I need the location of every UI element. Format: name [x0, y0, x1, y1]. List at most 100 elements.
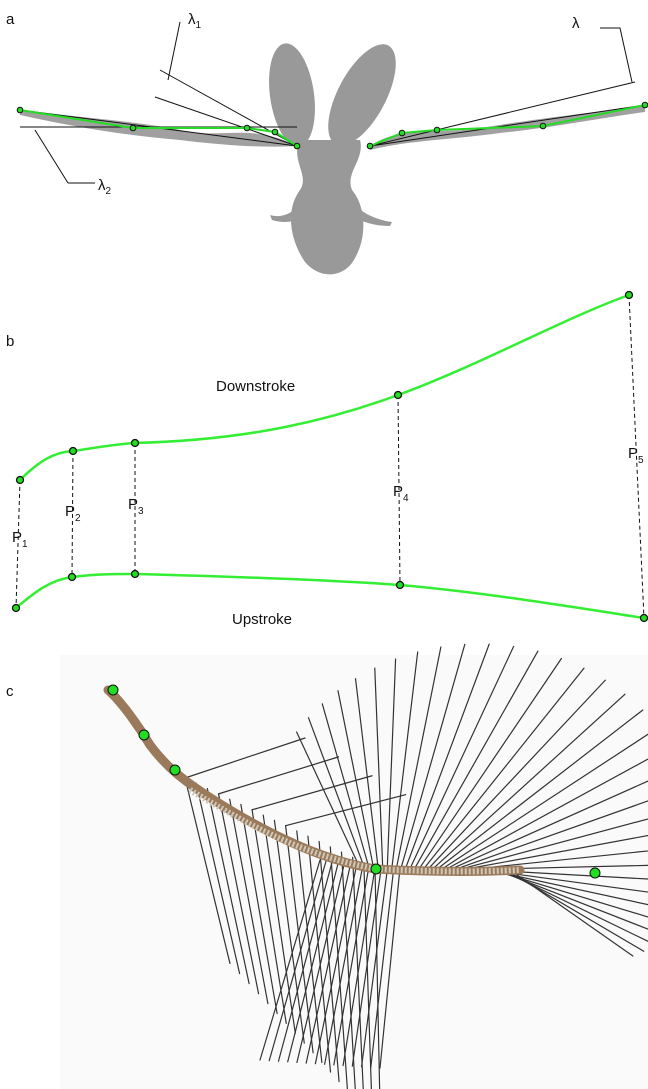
symbol: λ — [98, 177, 106, 194]
marker — [243, 124, 251, 132]
barb — [418, 657, 563, 870]
barb — [413, 650, 539, 870]
barb — [296, 731, 361, 869]
marker — [15, 475, 25, 485]
barb — [351, 865, 383, 1067]
marker — [129, 124, 137, 132]
barb — [370, 866, 395, 1068]
subscript: 3 — [138, 506, 144, 517]
marker — [624, 290, 634, 300]
panel-label: a — [6, 11, 15, 28]
callout — [167, 21, 181, 81]
barb — [314, 863, 358, 1065]
annotation: λ1 — [188, 11, 202, 31]
barb — [206, 787, 250, 985]
annotation: λ2 — [98, 177, 112, 197]
connector — [15, 479, 21, 609]
callout — [34, 129, 69, 184]
photo-background — [60, 655, 648, 1089]
barb — [354, 678, 379, 869]
barb — [184, 737, 306, 779]
barb — [217, 793, 260, 995]
chord — [154, 96, 298, 147]
marker — [370, 863, 382, 875]
barb — [509, 869, 634, 957]
downstroke-curve — [19, 293, 630, 481]
subscript: 5 — [638, 455, 644, 466]
barb — [287, 861, 340, 1063]
barb — [342, 864, 376, 1067]
point-label: P3 — [128, 496, 144, 517]
barb — [195, 782, 241, 975]
leg — [270, 205, 305, 223]
marker — [539, 122, 547, 130]
barb — [324, 863, 364, 1065]
barb — [259, 859, 321, 1061]
marker — [433, 126, 441, 134]
marker — [641, 101, 648, 109]
subscript: 2 — [75, 513, 81, 524]
barb — [337, 690, 375, 869]
marker — [16, 106, 24, 114]
marker — [293, 142, 301, 150]
connectors — [15, 294, 645, 619]
symbol: P — [65, 503, 75, 520]
symbol: λ — [188, 11, 196, 28]
barb — [423, 667, 585, 870]
marker — [130, 438, 140, 448]
marker — [67, 572, 77, 582]
barb — [333, 864, 370, 1066]
barb — [240, 803, 278, 1015]
symbol: P — [128, 496, 138, 513]
barb — [427, 679, 606, 870]
marker — [138, 729, 150, 741]
barb — [450, 780, 648, 870]
ear — [269, 43, 315, 147]
downstroke-label: Downstroke — [216, 378, 295, 395]
annotation: λ — [572, 15, 580, 32]
symbol: P — [628, 445, 638, 462]
barb — [305, 862, 352, 1064]
barb — [409, 645, 515, 870]
barb — [374, 867, 381, 1089]
upstroke-label: Upstroke — [232, 611, 292, 628]
marker — [107, 684, 119, 696]
point-label: P5 — [628, 445, 644, 466]
barb — [379, 867, 401, 1069]
chord — [369, 81, 636, 147]
leg — [352, 205, 392, 226]
barb — [386, 658, 397, 869]
barb — [468, 850, 648, 871]
insect — [269, 43, 396, 275]
barb — [400, 643, 466, 870]
barb — [404, 643, 490, 870]
marker — [366, 142, 374, 150]
barb — [273, 819, 305, 1044]
barb — [432, 693, 626, 870]
symbol: λ — [572, 15, 580, 32]
barb — [441, 733, 648, 870]
marker-group — [11, 290, 648, 623]
barb — [352, 856, 364, 1089]
marker — [393, 390, 403, 400]
marker — [639, 613, 648, 623]
barb — [284, 794, 407, 827]
subscript: 4 — [403, 493, 409, 504]
barb — [463, 834, 648, 870]
callout — [600, 27, 633, 83]
connector — [71, 450, 74, 578]
connector — [397, 394, 401, 586]
connector — [628, 294, 645, 619]
marker — [395, 580, 405, 590]
barb — [184, 777, 231, 965]
marker — [11, 603, 21, 613]
chord — [369, 104, 646, 147]
symbol: P — [393, 483, 403, 500]
upstroke-curve — [15, 572, 645, 620]
subscript: 2 — [106, 186, 112, 197]
barb — [277, 860, 333, 1062]
marker — [398, 129, 406, 137]
marker-group — [107, 684, 601, 879]
barb — [374, 667, 384, 869]
